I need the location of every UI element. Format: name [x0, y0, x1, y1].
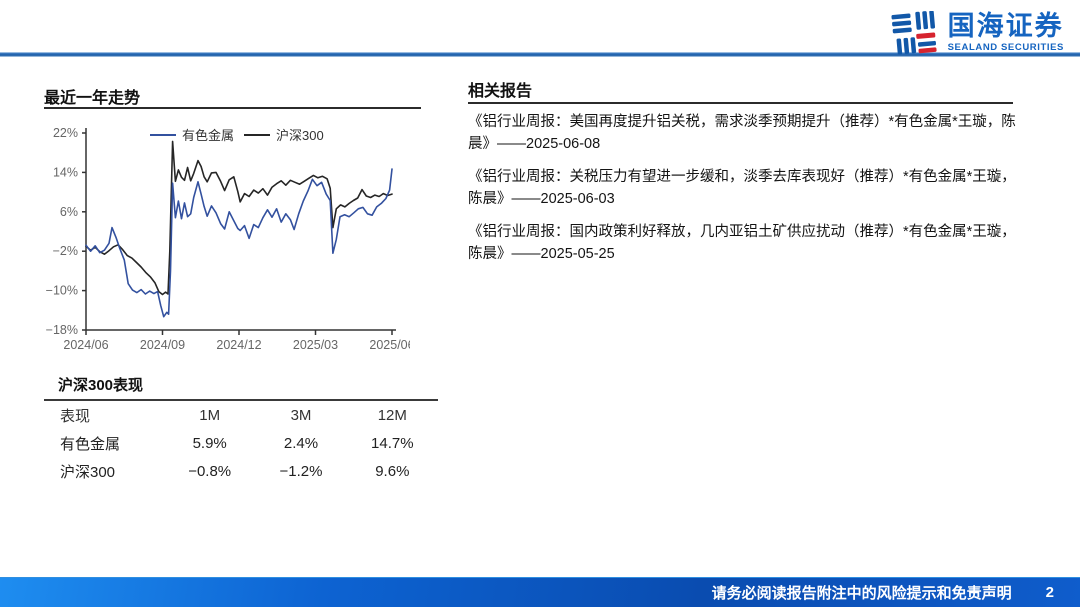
trend-chart: 22% 14% 6% −2% −10% −18%2024/06 2024/09 2024/12…: [46, 126, 410, 352]
svg-text:2024/12: 2024/12: [216, 338, 261, 352]
svg-text:−10%: −10%: [46, 284, 78, 298]
row-1m: −0.8%: [188, 462, 232, 480]
row-name: 沪深300: [60, 463, 116, 481]
row-3m: 2.4%: [283, 434, 319, 452]
row-12m: 9.6%: [375, 462, 410, 480]
svg-text:−2%: −2%: [53, 244, 78, 258]
csi300-line-swatch: [244, 133, 271, 136]
header-divider-line: [0, 52, 1080, 57]
svg-text:22%: 22%: [53, 126, 78, 140]
col-header-3m: 3M: [290, 406, 312, 424]
report-item: 《铝行业周报：关税压力有望进一步缓和，淡季去库表现好（推荐）*有色金属*王璇，陈…: [468, 169, 1016, 207]
svg-text:6%: 6%: [60, 205, 78, 219]
performance-table: 沪深300表现 表现 1M 3M 12M 有色金属 5.9% 2.4% 14.7…: [44, 374, 438, 485]
svg-text:14%: 14%: [53, 165, 78, 179]
svg-text:2025/06: 2025/06: [369, 338, 410, 352]
chart-section-title: 最近一年走势: [44, 90, 141, 107]
table-row: 有色金属 5.9% 2.4% 14.7%: [44, 429, 438, 457]
table-title: 沪深300表现: [58, 377, 144, 394]
col-header-1m: 1M: [199, 406, 221, 424]
legend-label-csi300: 沪深300: [276, 128, 324, 143]
footer-bar: 请务必阅读报告附注中的风险提示和免责声明 2: [0, 577, 1080, 607]
col-header-name: 表现: [60, 407, 91, 425]
chart-section-rule: [44, 107, 421, 109]
report-item: 《铝行业周报：国内政策利好释放，几内亚铝土矿供应扰动（推荐）*有色金属*王璇，陈…: [468, 224, 1016, 262]
row-12m: 14.7%: [371, 434, 414, 452]
legend-item-csi300: 沪深300: [244, 125, 324, 144]
table-rule: [44, 399, 438, 401]
legend-item-nonferrous: 有色金属: [150, 125, 234, 144]
row-3m: −1.2%: [279, 462, 323, 480]
svg-text:2024/06: 2024/06: [63, 338, 108, 352]
row-1m: 5.9%: [192, 434, 227, 452]
page-number: 2: [1045, 584, 1054, 601]
report-item: 《铝行业周报：美国再度提升铝关税，需求淡季预期提升（推荐）*有色金属*王璇，陈晨…: [468, 114, 1016, 152]
sealand-logo-icon: [891, 11, 937, 55]
col-header-12m: 12M: [377, 406, 407, 424]
reports-section-rule: [468, 102, 1013, 104]
reports-list: 《铝行业周报：美国再度提升铝关税，需求淡季预期提升（推荐）*有色金属*王璇，陈晨…: [468, 111, 1016, 276]
svg-text:−18%: −18%: [46, 323, 78, 337]
logo-text-en: SEALAND SECURITIES: [947, 42, 1064, 54]
row-name: 有色金属: [60, 435, 121, 453]
disclaimer-text: 请务必阅读报告附注中的风险提示和免责声明: [711, 585, 1012, 602]
chart-legend: 有色金属 沪深300: [150, 125, 324, 144]
logo-text-cn: 国海证券: [947, 11, 1064, 42]
svg-text:2025/03: 2025/03: [293, 338, 338, 352]
legend-label-nonferrous: 有色金属: [182, 128, 235, 143]
svg-text:2024/09: 2024/09: [140, 338, 185, 352]
table-row: 沪深300 −0.8% −1.2% 9.6%: [44, 457, 438, 485]
table-header-row: 表现 1M 3M 12M: [44, 401, 438, 429]
nonferrous-line-swatch: [150, 133, 176, 136]
company-logo: 国海证券 SEALAND SECURITIES: [891, 11, 1064, 55]
reports-section-title: 相关报告: [468, 83, 533, 100]
